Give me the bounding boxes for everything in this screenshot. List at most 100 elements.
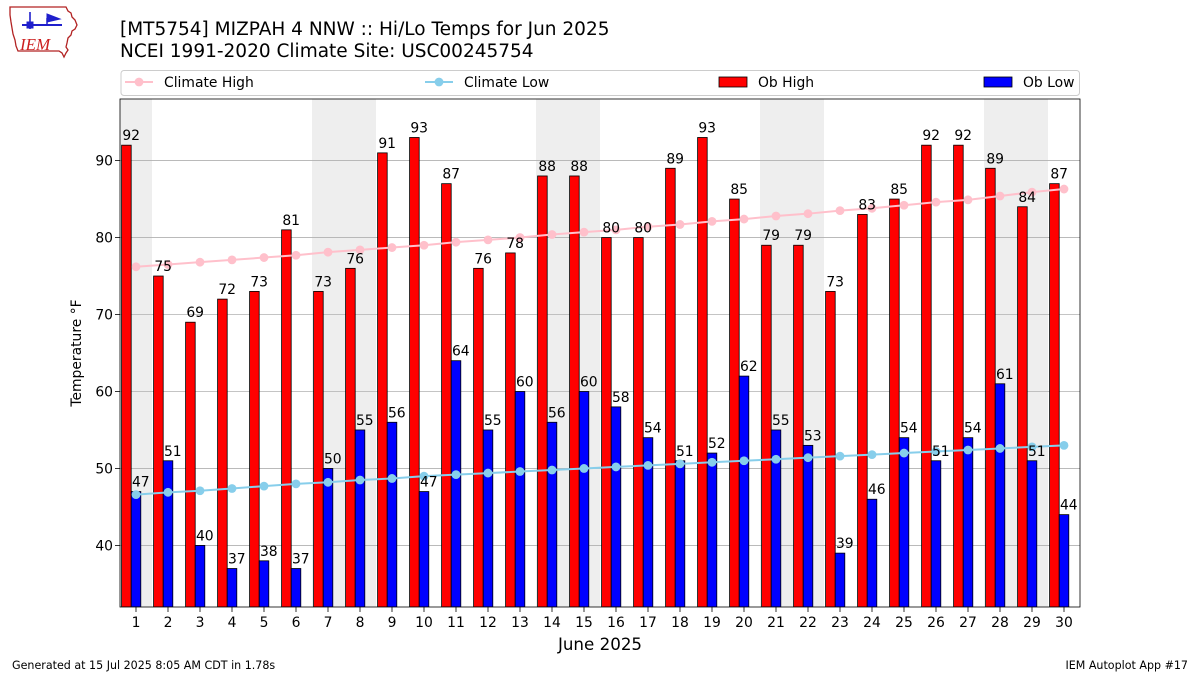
ob-low-bar-day-16 [610, 406, 622, 607]
climate-low-point-day-4 [227, 484, 237, 493]
y-tick-label-70: 70 [95, 308, 113, 324]
legend-marker-climate-low [434, 77, 444, 87]
climate-low-point-day-30 [1059, 440, 1069, 450]
ob-high-bar-day-30 [1049, 183, 1060, 607]
ob-high-label-day-18: 89 [666, 151, 684, 167]
x-tick-label-25: 25 [895, 615, 913, 631]
ob-low-bar-day-20 [738, 375, 750, 607]
ob-high-label-day-17: 80 [634, 221, 652, 237]
x-tick-label-20: 20 [735, 615, 753, 631]
climate-low-point-day-18 [675, 459, 685, 469]
ob-high-label-day-16: 80 [602, 221, 620, 237]
ob-high-label-day-14: 88 [538, 159, 556, 175]
ob-low-bar-day-23 [834, 552, 846, 607]
x-tick-label-24: 24 [863, 615, 881, 631]
ob-high-bar-day-26 [921, 144, 932, 607]
x-tick-label-29: 29 [1023, 615, 1041, 631]
climate-low-point-day-12 [483, 468, 493, 478]
y-axis-label: Temperature °F [69, 299, 85, 407]
y-tick-label-90: 90 [95, 154, 113, 170]
x-tick-label-13: 13 [511, 615, 529, 631]
ob-high-bar-day-27 [953, 144, 964, 607]
x-axis-label: June 2025 [557, 634, 642, 654]
ob-low-label-day-3: 40 [196, 528, 214, 544]
ob-high-bar-day-15 [569, 175, 580, 607]
climate-high-point-day-18 [675, 220, 685, 229]
x-tick-label-10: 10 [415, 615, 433, 631]
climate-lines [131, 184, 1069, 500]
ob-low-bar-day-18 [674, 460, 686, 607]
ob-high-bar-day-9 [377, 152, 388, 607]
x-tick-label-18: 18 [671, 615, 689, 631]
ob-high-label-day-25: 85 [890, 182, 908, 198]
ob-high-label-day-24: 83 [858, 197, 876, 213]
ob-high-bar-day-4 [217, 298, 228, 607]
ob-low-bar-day-13 [514, 391, 526, 607]
ob-low-label-day-8: 55 [356, 413, 374, 429]
ob-high-bar-day-1 [121, 144, 132, 607]
legend: Climate High Climate Low Ob High Ob Low [120, 70, 1080, 96]
ob-low-label-day-5: 38 [260, 544, 278, 560]
ob-low-label-day-26: 51 [932, 444, 950, 460]
iowa-outline-icon [9, 6, 78, 59]
climate-low-point-day-24 [867, 450, 877, 459]
ob-high-label-day-7: 73 [314, 274, 332, 290]
climate-high-point-day-3 [195, 257, 205, 267]
x-tick-label-4: 4 [228, 615, 237, 631]
legend-label-climate-low: Climate Low [464, 75, 549, 91]
value-labels: 92 75 69 72 73 81 73 76 91 93 87 76 78 88 88 80 80 89 93 85… [122, 120, 1077, 567]
ob-low-bar-day-11 [450, 360, 462, 607]
climate-high-point-day-4 [227, 255, 237, 265]
footer-generated-text: Generated at 15 Jul 2025 8:05 AM CDT in … [12, 659, 275, 672]
ob-low-label-day-9: 56 [388, 405, 406, 421]
x-tick-label-1: 1 [132, 615, 141, 631]
climate-low-point-day-14 [547, 465, 557, 475]
x-tick-label-22: 22 [799, 615, 817, 631]
climate-high-point-day-28 [995, 191, 1005, 201]
ob-high-label-day-29: 84 [1018, 190, 1036, 206]
ob-high-bar-day-29 [1017, 206, 1028, 607]
ob-high-bar-day-3 [185, 321, 196, 607]
climate-low-point-day-21 [771, 454, 781, 464]
ob-low-bar-day-12 [482, 429, 494, 607]
logo-text: IEM [19, 35, 51, 54]
ob-high-bar-day-23 [825, 291, 836, 607]
climate-high-point-day-6 [291, 250, 301, 260]
ob-high-bar-day-25 [889, 198, 900, 607]
ob-low-label-day-12: 55 [484, 413, 502, 429]
climate-high-point-day-24 [867, 203, 877, 213]
ob-high-bar-day-11 [441, 183, 452, 607]
station-box [26, 21, 34, 29]
climate-high-point-day-21 [771, 211, 781, 221]
ob-low-bar-day-26 [930, 460, 942, 607]
ob-low-bar-day-9 [386, 421, 398, 607]
ob-high-bar-day-5 [249, 291, 260, 607]
climate-high-point-day-8 [355, 245, 365, 255]
ob-low-label-day-21: 55 [772, 413, 790, 429]
ob-high-bar-day-19 [697, 137, 708, 607]
ob-high-bar-day-6 [281, 229, 292, 607]
climate-high-point-day-19 [707, 216, 717, 226]
ob-high-label-day-9: 91 [378, 136, 396, 152]
x-tick-label-19: 19 [703, 615, 721, 631]
ob-low-bar-day-15 [578, 391, 590, 607]
x-tick-label-26: 26 [927, 615, 945, 631]
x-tick-label-21: 21 [767, 615, 785, 631]
y-tick-label-60: 60 [95, 384, 113, 400]
climate-high-point-day-10 [419, 240, 429, 250]
climate-high-point-day-27 [963, 195, 973, 205]
climate-low-point-day-23 [835, 451, 845, 461]
legend-label-climate-high: Climate High [164, 75, 254, 91]
legend-item-climate-high: Climate High [125, 75, 254, 91]
ob-high-label-day-1: 92 [122, 128, 140, 144]
legend-swatch-ob-low [983, 76, 1013, 88]
legend-swatch-ob-high [718, 76, 748, 88]
ob-high-bar-day-28 [985, 167, 996, 607]
climate-low-point-day-28 [995, 444, 1005, 453]
ob-low-bar-day-4 [226, 568, 238, 607]
ob-high-label-day-30: 87 [1050, 167, 1068, 183]
ob-high-label-day-2: 75 [154, 259, 172, 275]
y-tick-label-50: 50 [95, 461, 113, 477]
